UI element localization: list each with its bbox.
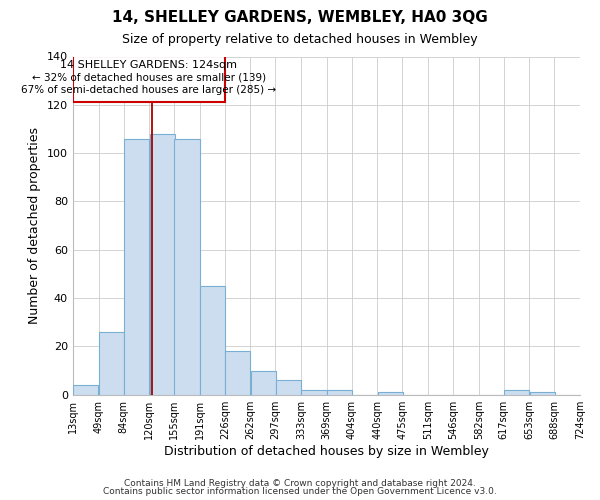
Bar: [530, 392, 555, 394]
Bar: [175, 138, 200, 394]
Bar: [73, 56, 225, 102]
Bar: [276, 380, 301, 394]
Bar: [124, 138, 149, 394]
Bar: [504, 390, 529, 394]
Bar: [200, 286, 225, 395]
Y-axis label: Number of detached properties: Number of detached properties: [28, 127, 41, 324]
Text: ← 32% of detached houses are smaller (139): ← 32% of detached houses are smaller (13…: [32, 72, 266, 82]
X-axis label: Distribution of detached houses by size in Wembley: Distribution of detached houses by size …: [164, 444, 489, 458]
Text: Contains HM Land Registry data © Crown copyright and database right 2024.: Contains HM Land Registry data © Crown c…: [124, 478, 476, 488]
Text: Size of property relative to detached houses in Wembley: Size of property relative to detached ho…: [122, 32, 478, 46]
Bar: [225, 351, 250, 395]
Bar: [99, 332, 124, 394]
Bar: [301, 390, 326, 394]
Text: Contains public sector information licensed under the Open Government Licence v3: Contains public sector information licen…: [103, 487, 497, 496]
Bar: [73, 385, 98, 394]
Bar: [149, 134, 175, 394]
Bar: [251, 370, 276, 394]
Bar: [378, 392, 403, 394]
Text: 67% of semi-detached houses are larger (285) →: 67% of semi-detached houses are larger (…: [22, 86, 277, 96]
Text: 14 SHELLEY GARDENS: 124sqm: 14 SHELLEY GARDENS: 124sqm: [61, 60, 238, 70]
Bar: [327, 390, 352, 394]
Text: 14, SHELLEY GARDENS, WEMBLEY, HA0 3QG: 14, SHELLEY GARDENS, WEMBLEY, HA0 3QG: [112, 10, 488, 25]
Bar: [580, 392, 600, 394]
